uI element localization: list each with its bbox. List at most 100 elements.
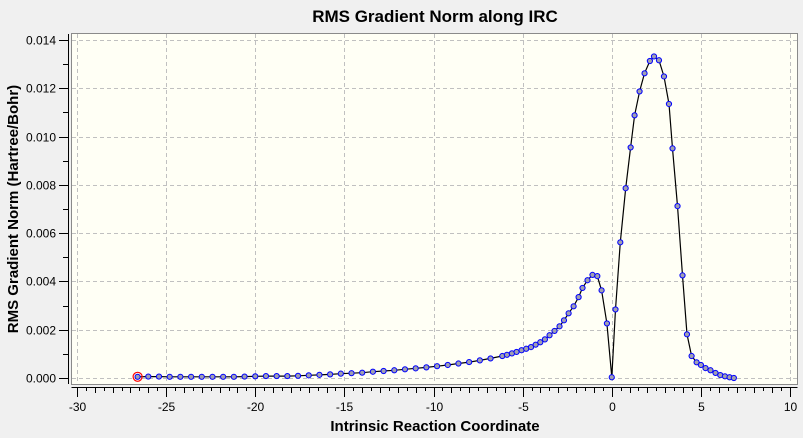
y-tick-label: 0.006 — [26, 227, 56, 241]
data-point — [503, 351, 511, 358]
x-tick-label: -5 — [518, 400, 529, 414]
data-point — [565, 310, 572, 317]
data-point — [627, 144, 634, 151]
data-point — [252, 373, 259, 380]
data-point — [570, 303, 577, 310]
data-point — [608, 374, 615, 381]
x-tick-label: -10 — [426, 400, 444, 414]
axes: -30 -25 -20 -15 -10 -5 0 5 10 0.000 0.002 0.004 0.00… — [26, 34, 798, 414]
data-point — [546, 332, 553, 339]
data-point — [631, 112, 638, 119]
x-tick-label: -25 — [158, 400, 176, 414]
data-point — [145, 373, 152, 380]
chart-title: RMS Gradient Norm along IRC — [312, 7, 558, 26]
data-point — [209, 373, 216, 380]
data-point — [220, 373, 227, 380]
data-point — [560, 317, 568, 324]
data-point — [294, 372, 302, 379]
x-axis-title: Intrinsic Reaction Coordinate — [330, 418, 539, 435]
y-tick-label: 0.002 — [26, 324, 56, 338]
data-point — [617, 239, 624, 246]
data-point — [575, 294, 582, 301]
data-point — [655, 57, 663, 64]
data-point — [262, 372, 270, 380]
data-point — [537, 339, 544, 346]
x-tick-label: -15 — [336, 400, 354, 414]
data-point — [679, 272, 686, 279]
data-point — [579, 284, 586, 292]
data-point — [646, 57, 653, 65]
data-point — [316, 371, 323, 378]
y-tick-label: 0.008 — [26, 179, 56, 193]
data-point — [487, 355, 494, 362]
x-tick-label: -20 — [247, 400, 265, 414]
x-tick-label: -30 — [69, 400, 87, 414]
data-point — [669, 145, 676, 152]
data-point — [284, 372, 291, 380]
data-point — [641, 70, 648, 77]
y-tick-label: 0.010 — [26, 131, 56, 145]
data-point — [612, 306, 619, 313]
data-point — [166, 373, 173, 380]
data-point — [230, 373, 237, 380]
data-point — [433, 363, 441, 370]
y-axis-title: RMS Gradient Norm (Hartree/Bohr) — [5, 85, 22, 333]
data-point — [598, 287, 605, 294]
series — [132, 53, 737, 382]
data-point — [198, 373, 205, 380]
data-point — [660, 73, 668, 80]
y-tick-label: 0.014 — [26, 34, 56, 48]
data-point — [177, 373, 184, 380]
data-point — [527, 343, 535, 351]
data-point — [688, 352, 695, 360]
data-point — [702, 365, 709, 372]
data-point — [359, 369, 366, 376]
data-point — [594, 273, 601, 280]
data-point — [712, 369, 719, 377]
data-point — [412, 365, 419, 372]
data-point — [391, 367, 398, 374]
data-point — [584, 277, 591, 284]
data-point — [636, 88, 643, 95]
data-point — [187, 373, 195, 380]
data-point — [556, 323, 563, 330]
x-tick-label: 0 — [609, 400, 616, 414]
data-point — [273, 372, 280, 380]
data-point — [348, 370, 355, 377]
data-point — [337, 370, 344, 377]
y-tick-label: 0.000 — [26, 372, 56, 386]
data-point — [665, 100, 673, 108]
highlighted-point-marker — [132, 371, 143, 382]
data-point — [380, 367, 387, 375]
data-point — [541, 336, 549, 343]
data-point — [423, 364, 430, 371]
data-point — [532, 341, 539, 348]
data-point — [466, 358, 473, 366]
data-point — [305, 372, 312, 379]
data-point — [650, 53, 658, 60]
y-tick-label: 0.012 — [26, 82, 56, 96]
data-point — [513, 348, 520, 356]
data-point — [674, 203, 681, 210]
data-point — [401, 366, 409, 373]
data-point — [444, 361, 451, 369]
data-point — [327, 371, 334, 378]
data-point — [455, 360, 462, 367]
data-point — [241, 373, 248, 380]
data-point — [476, 357, 483, 364]
data-point — [730, 374, 737, 382]
data-point — [683, 331, 691, 338]
data-point — [697, 361, 704, 369]
x-tick-label: 5 — [698, 400, 705, 414]
data-point — [551, 327, 558, 335]
data-point — [155, 373, 163, 380]
data-point — [693, 359, 700, 366]
y-tick-label: 0.004 — [26, 275, 56, 289]
data-point — [369, 368, 376, 375]
data-point — [603, 320, 611, 327]
x-tick-label: 10 — [784, 400, 798, 414]
data-point — [622, 185, 629, 192]
data-point — [707, 367, 714, 374]
data-point — [134, 373, 141, 380]
